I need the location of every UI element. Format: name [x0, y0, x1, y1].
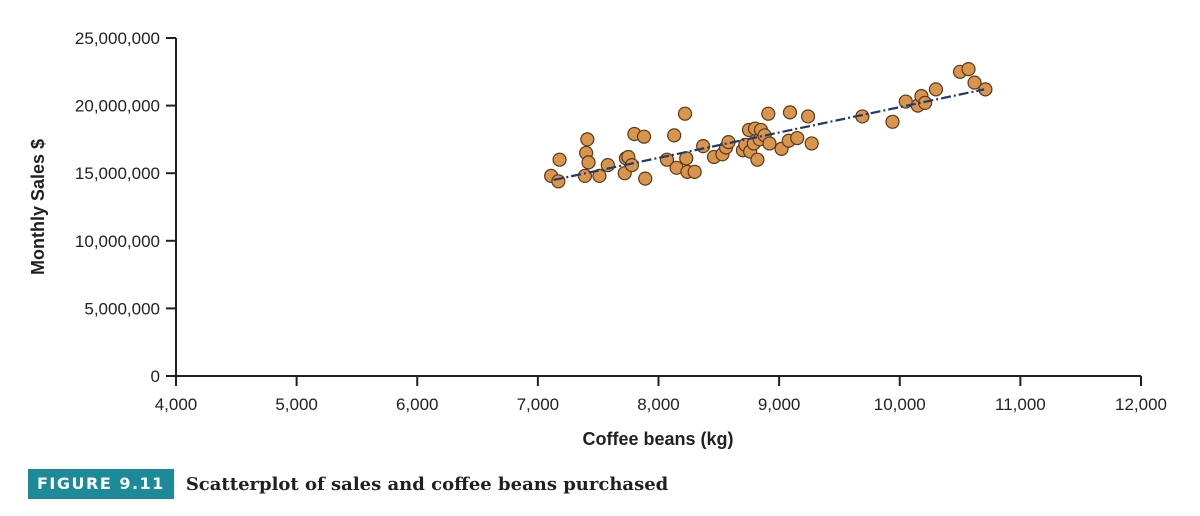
- scatter-point: [928, 82, 944, 97]
- x-tick-label: 6,000: [396, 395, 439, 414]
- scatter-point: [761, 106, 776, 121]
- scatter-point: [800, 109, 816, 124]
- axes: [175, 38, 1141, 377]
- x-tick-label: 12,000: [1115, 395, 1167, 414]
- x-axis-title: Coffee beans (kg): [582, 429, 733, 449]
- scatter-point: [696, 139, 711, 154]
- x-ticks: 4,000 5,000 6,000 7,000 8,000 9,000 10,000 11,0…: [155, 376, 1167, 414]
- scatter-point: [580, 132, 595, 147]
- scatter-point: [687, 164, 702, 179]
- scatter-point: [750, 152, 765, 167]
- y-ticks: 0 5,000,000 10,000,000 15,000,000 20,000,000…: [75, 29, 176, 386]
- figure-caption: FIGURE 9.11 Scatterplot of sales and cof…: [28, 469, 668, 499]
- y-tick-label: 5,000,000: [84, 299, 160, 318]
- scatter-point: [967, 75, 982, 90]
- x-tick-label: 8,000: [637, 395, 680, 414]
- y-tick-label: 15,000,000: [75, 164, 160, 183]
- scatter-point: [762, 136, 777, 151]
- x-tick-label: 11,000: [995, 395, 1046, 414]
- figure-label-badge: FIGURE 9.11: [28, 469, 174, 499]
- scatter-point: [667, 128, 682, 143]
- scatter-point: [961, 61, 976, 77]
- scatter-point: [677, 106, 693, 121]
- y-tick-label: 0: [151, 367, 160, 386]
- scatter-point: [577, 168, 593, 184]
- scatter-points: [544, 61, 993, 189]
- y-tick-label: 25,000,000: [75, 29, 160, 48]
- scatter-point: [782, 105, 798, 120]
- figure-caption-text: Scatterplot of sales and coffee beans pu…: [185, 473, 669, 495]
- x-tick-label: 7,000: [517, 395, 560, 414]
- scatter-point: [790, 130, 805, 146]
- y-tick-label: 20,000,000: [75, 97, 160, 116]
- scatter-chart: 0 5,000,000 10,000,000 15,000,000 20,000,000…: [28, 29, 1167, 449]
- scatter-point: [638, 171, 653, 186]
- x-tick-label: 10,000: [874, 395, 926, 414]
- x-tick-label: 9,000: [758, 395, 801, 414]
- scatter-point: [551, 174, 566, 189]
- scatter-point: [552, 152, 567, 167]
- y-axis-title: Monthly Sales $: [28, 139, 48, 275]
- y-tick-label: 10,000,000: [75, 232, 160, 251]
- x-tick-label: 5,000: [275, 395, 318, 414]
- scatter-point: [885, 114, 900, 129]
- scatter-point: [804, 136, 819, 151]
- trendline: [553, 88, 985, 182]
- x-tick-label: 4,000: [155, 395, 198, 414]
- scatter-point: [636, 129, 652, 144]
- trendline-group: [553, 88, 985, 182]
- scatter-point: [592, 168, 607, 184]
- scatter-point: [581, 155, 596, 170]
